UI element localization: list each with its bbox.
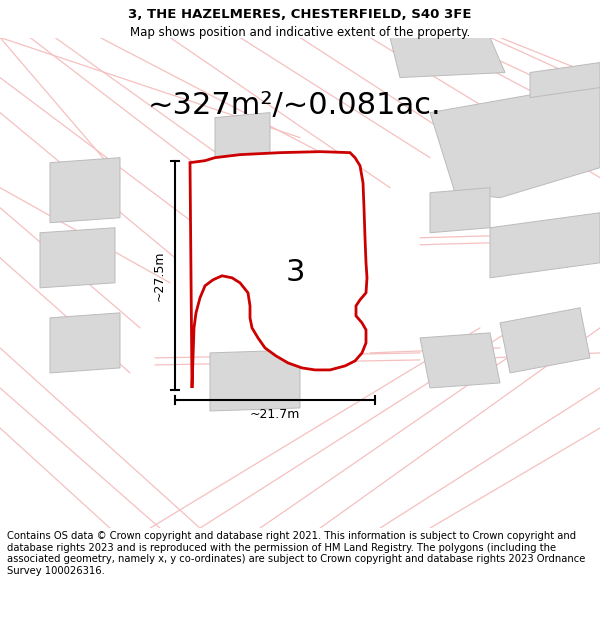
Polygon shape <box>420 333 500 388</box>
Polygon shape <box>390 38 505 78</box>
Text: ~327m²/~0.081ac.: ~327m²/~0.081ac. <box>148 91 442 120</box>
Polygon shape <box>215 112 270 182</box>
Polygon shape <box>210 350 300 411</box>
Text: ~27.5m: ~27.5m <box>152 250 166 301</box>
Polygon shape <box>40 228 115 288</box>
Polygon shape <box>190 152 367 388</box>
Text: Contains OS data © Crown copyright and database right 2021. This information is : Contains OS data © Crown copyright and d… <box>7 531 586 576</box>
Polygon shape <box>490 213 600 278</box>
Polygon shape <box>430 188 490 232</box>
Text: 3: 3 <box>285 258 305 288</box>
Text: 3, THE HAZELMERES, CHESTERFIELD, S40 3FE: 3, THE HAZELMERES, CHESTERFIELD, S40 3FE <box>128 8 472 21</box>
Polygon shape <box>50 313 120 373</box>
Polygon shape <box>430 82 600 198</box>
Polygon shape <box>50 158 120 222</box>
Polygon shape <box>530 62 600 98</box>
Polygon shape <box>500 308 590 373</box>
Polygon shape <box>220 177 280 262</box>
Text: ~21.7m: ~21.7m <box>250 409 300 421</box>
Text: Map shows position and indicative extent of the property.: Map shows position and indicative extent… <box>130 26 470 39</box>
